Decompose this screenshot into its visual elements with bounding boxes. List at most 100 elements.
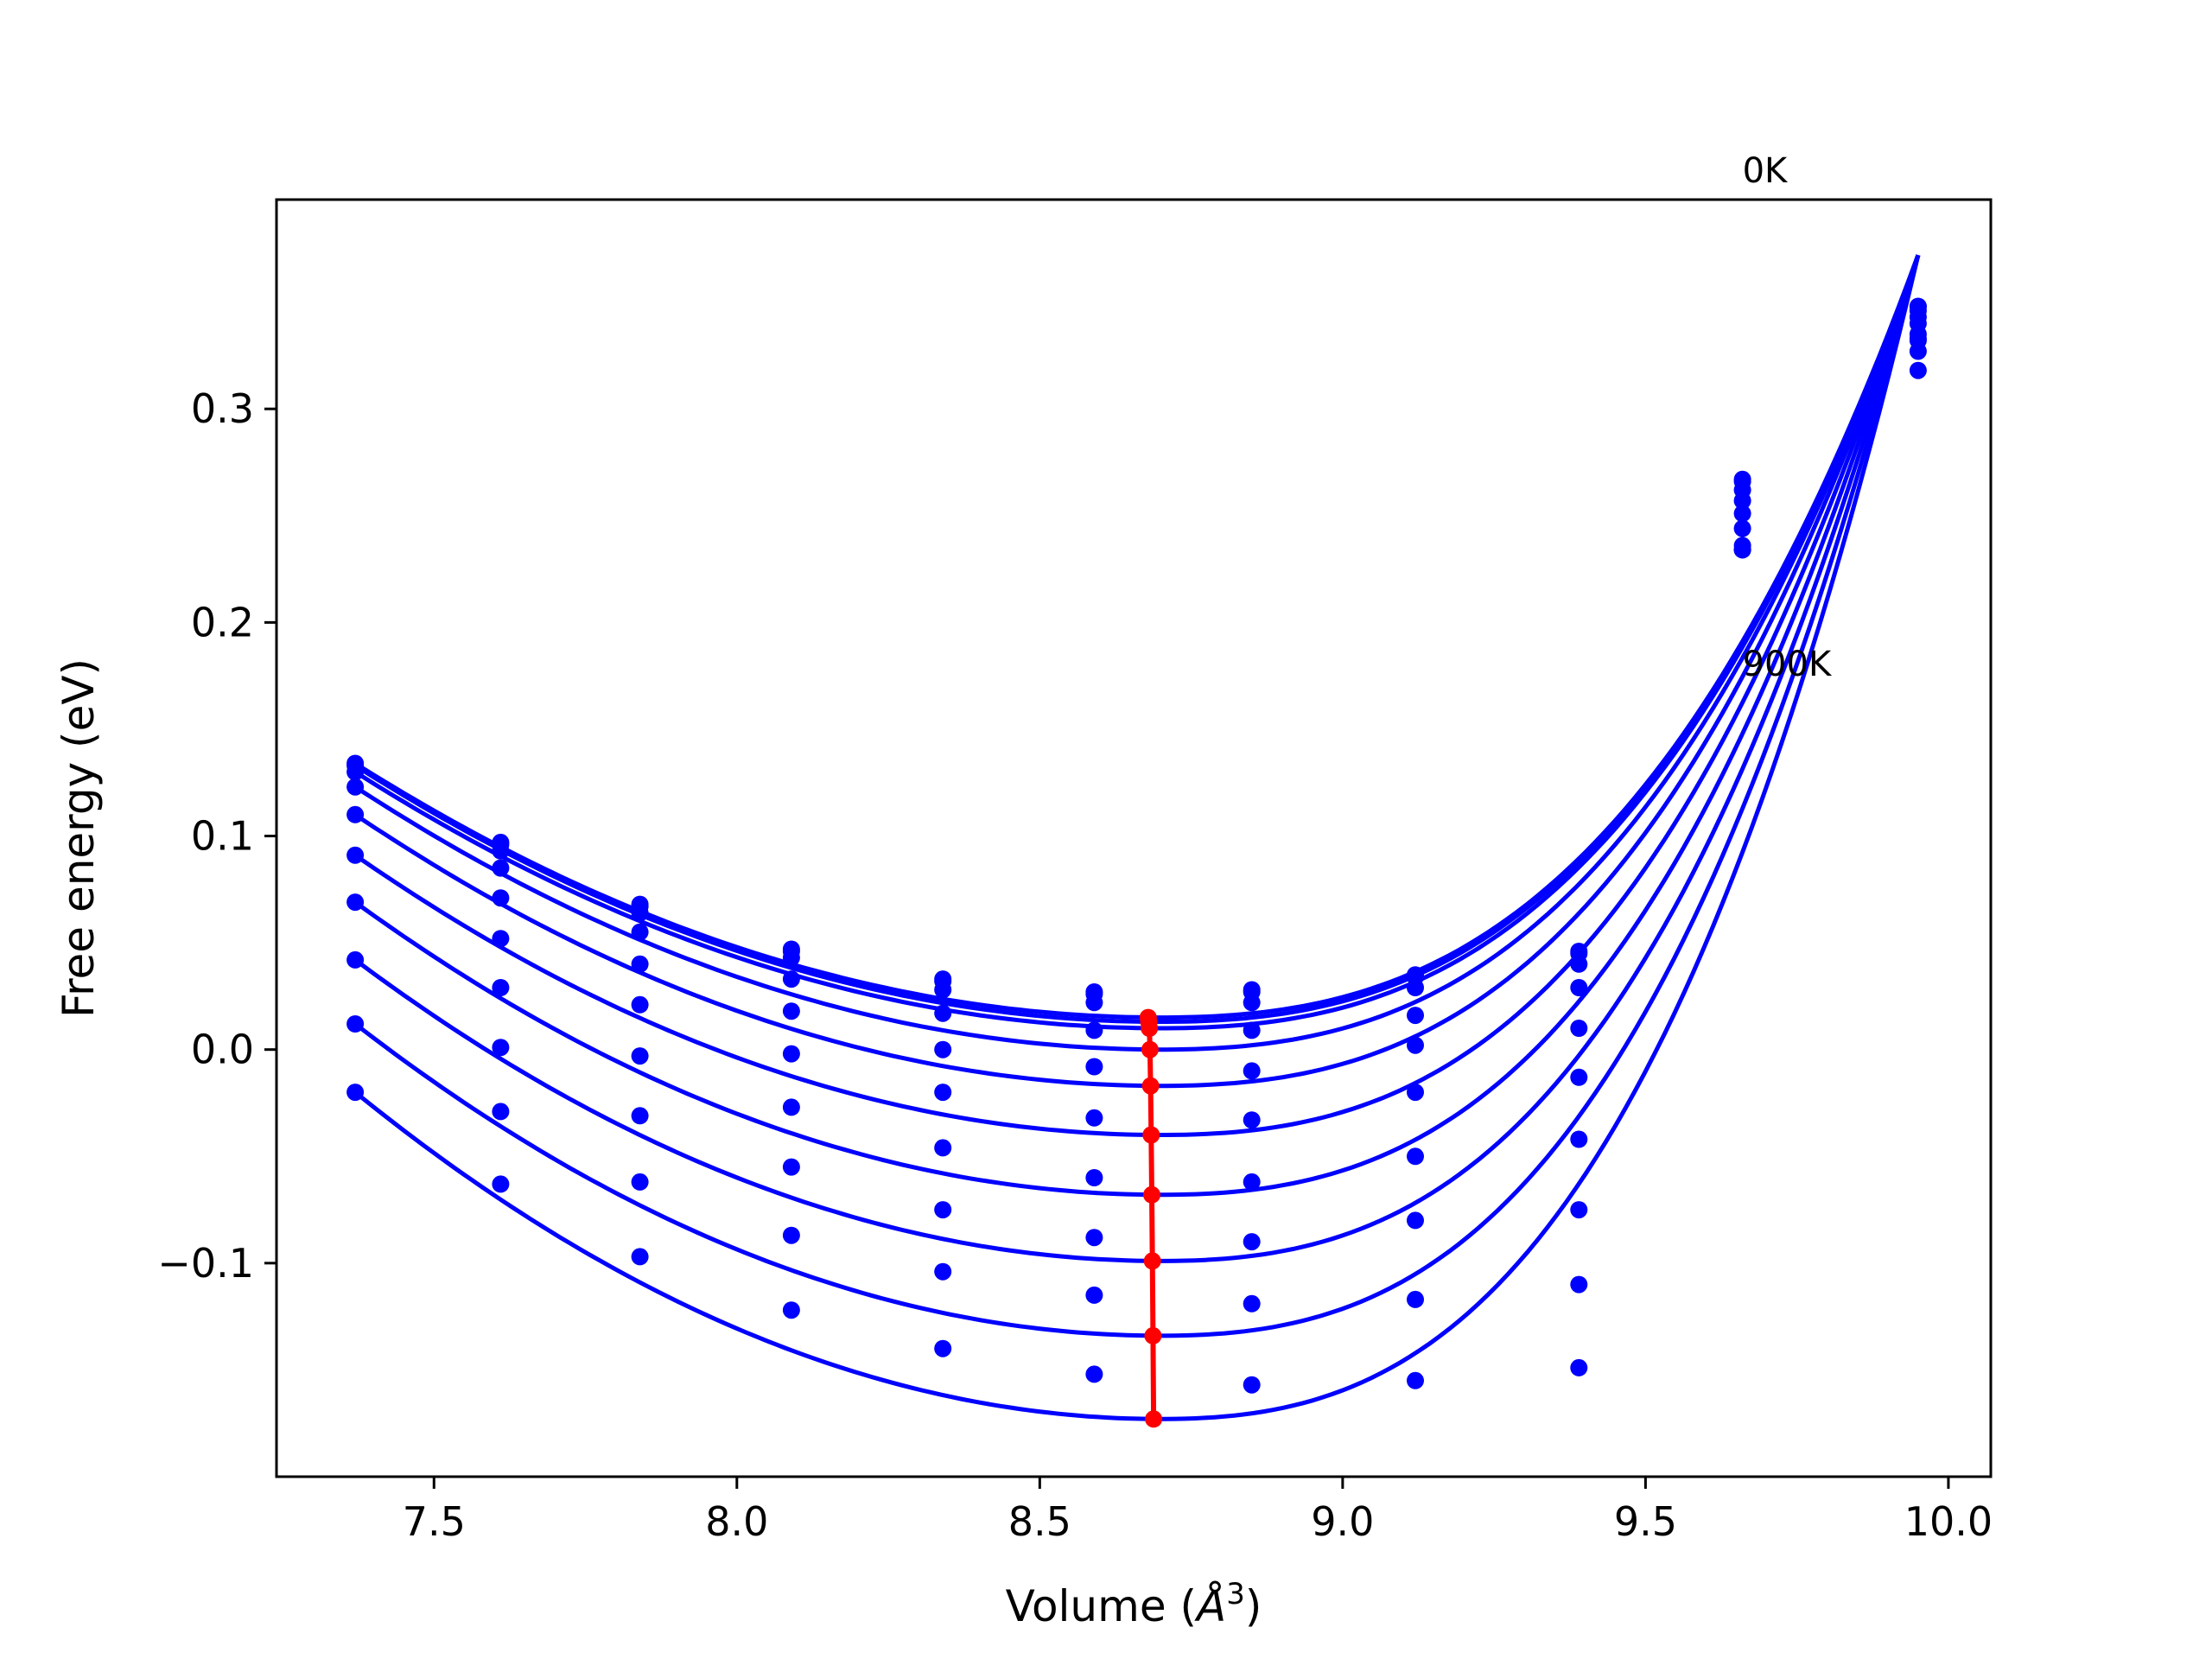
data-point <box>1909 361 1927 379</box>
data-point <box>934 1040 952 1058</box>
data-point <box>782 970 800 988</box>
data-point <box>346 778 365 796</box>
data-point <box>346 763 365 781</box>
x-tick-label: 9.5 <box>1614 1498 1677 1545</box>
data-point <box>934 1139 952 1157</box>
data-point <box>492 889 510 907</box>
y-tick-label: 0.0 <box>191 1027 254 1073</box>
data-point <box>782 1098 800 1116</box>
data-point <box>1407 1084 1424 1102</box>
data-point <box>1570 1020 1588 1037</box>
data-point <box>1243 994 1261 1012</box>
x-tick-label: 8.0 <box>705 1498 768 1545</box>
data-point <box>934 1201 952 1219</box>
data-point <box>1243 1111 1261 1129</box>
data-point <box>1733 541 1751 559</box>
data-point <box>1085 1365 1103 1383</box>
data-point <box>1407 1371 1424 1389</box>
data-point <box>1085 1286 1103 1304</box>
data-point <box>1570 1130 1588 1148</box>
data-point <box>1243 1021 1261 1039</box>
data-point <box>782 949 800 967</box>
data-point <box>631 923 649 941</box>
data-point <box>1085 1058 1103 1076</box>
fit-curve-1 <box>353 254 1921 1024</box>
data-point <box>1407 1147 1424 1166</box>
fit-curve-8 <box>353 254 1921 1338</box>
data-point <box>1243 1062 1261 1080</box>
data-point <box>492 1039 510 1057</box>
data-point <box>492 1103 510 1121</box>
data-point <box>782 1045 800 1063</box>
data-point <box>1570 979 1588 996</box>
data-point <box>1733 492 1751 510</box>
data-point <box>1243 1173 1261 1191</box>
data-point <box>631 1248 649 1266</box>
data-point <box>631 1173 649 1191</box>
data-point <box>1407 1211 1424 1230</box>
data-point <box>1407 979 1424 996</box>
x-tick-label: 9.0 <box>1311 1498 1374 1545</box>
data-point <box>1570 1358 1588 1376</box>
fit-curve-6 <box>353 254 1921 1198</box>
data-point <box>1085 1109 1103 1127</box>
fit-curve-2 <box>353 254 1921 1031</box>
data-point <box>631 955 649 973</box>
x-tick-label: 8.5 <box>1008 1498 1071 1545</box>
data-point <box>492 842 510 860</box>
plot-area <box>346 254 1927 1428</box>
data-point <box>782 1158 800 1176</box>
data-point <box>1909 342 1927 360</box>
tick-labels: 7.5 8.0 8.5 9.0 9.5 10.0 −0.1 0.0 0.1 0.2 0.3 <box>157 385 1993 1545</box>
minimum-point <box>1143 1252 1161 1270</box>
data-point <box>1085 1229 1103 1247</box>
data-point <box>631 995 649 1014</box>
data-point <box>1243 1376 1261 1394</box>
data-point <box>346 950 365 969</box>
axes-frame <box>275 198 1993 1478</box>
fit-curve-5 <box>353 254 1921 1137</box>
annotations: 0K 900K <box>1743 151 1833 684</box>
data-point <box>1085 994 1103 1012</box>
y-axis-label: Free energy (eV) <box>54 658 104 1018</box>
minimum-point <box>1141 1040 1159 1058</box>
data-point <box>492 930 510 948</box>
data-point <box>492 979 510 996</box>
data-point <box>1570 1275 1588 1294</box>
data-point <box>1570 1068 1588 1086</box>
annotation-label: 0K <box>1743 151 1789 191</box>
data-point <box>782 1226 800 1244</box>
y-tick-label: 0.3 <box>191 385 254 432</box>
data-point <box>782 1002 800 1020</box>
y-tick-label: 0.2 <box>191 599 254 645</box>
fit-curve-9 <box>353 254 1921 1421</box>
y-tick-label: −0.1 <box>157 1240 254 1287</box>
fit-curve-7 <box>353 254 1921 1263</box>
tick-marks <box>264 407 1950 1489</box>
data-point <box>631 1047 649 1065</box>
data-point <box>1570 955 1588 973</box>
data-point <box>1243 1233 1261 1251</box>
data-point <box>782 1301 800 1319</box>
minimum-point <box>1144 1326 1162 1344</box>
fit-curve-4 <box>353 254 1921 1089</box>
data-point <box>1407 1007 1424 1025</box>
data-point <box>934 1262 952 1281</box>
data-point <box>346 846 365 864</box>
data-point <box>934 981 952 999</box>
data-point <box>1243 1294 1261 1313</box>
x-axis-label: Volume (Å3) <box>1006 1577 1262 1631</box>
data-point <box>492 859 510 877</box>
data-point <box>1733 519 1751 537</box>
data-point <box>934 1084 952 1102</box>
data-point <box>1733 505 1751 523</box>
data-point <box>934 1004 952 1022</box>
fit-curve-3 <box>353 254 1921 1052</box>
data-point <box>934 1339 952 1357</box>
data-point <box>631 1107 649 1125</box>
minimum-point <box>1141 1020 1159 1037</box>
data-point <box>1085 1021 1103 1039</box>
data-point <box>492 1175 510 1193</box>
